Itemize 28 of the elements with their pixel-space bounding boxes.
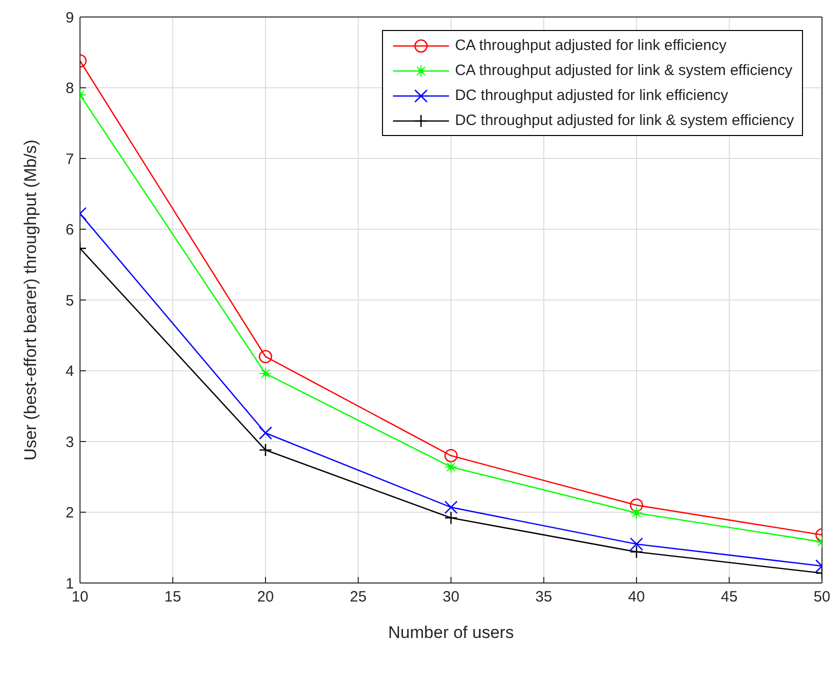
x-tick-label: 25	[350, 588, 367, 606]
legend-label: DC throughput adjusted for link efficiency	[454, 87, 728, 104]
x-tick-label: 45	[720, 588, 738, 606]
y-tick-label: 4	[66, 363, 74, 380]
x-tick-label: 20	[257, 588, 274, 606]
x-tick-label: 50	[814, 588, 830, 606]
legend-label: DC throughput adjusted for link & system efficiency	[454, 112, 794, 129]
y-tick-label: 1	[66, 575, 74, 592]
y-axis-title: User (best-effort bearer) throughput (Mb/s)	[21, 140, 40, 460]
y-tick-label: 3	[66, 434, 74, 451]
point	[444, 460, 458, 474]
y-tick-label: 5	[66, 292, 74, 310]
point	[444, 500, 458, 514]
x-axis-title: Number of users	[388, 623, 514, 642]
point	[444, 449, 458, 462]
x-tick-label: 15	[164, 588, 182, 606]
legend-label: CA throughput adjusted for link efficiency	[454, 37, 726, 54]
point	[444, 511, 458, 525]
y-tick-label: 8	[66, 80, 74, 98]
y-tick-label: 2	[66, 504, 74, 522]
x-tick-label: 30	[442, 588, 460, 606]
x-tick-label: 35	[535, 588, 552, 606]
y-tick-label: 9	[66, 9, 74, 26]
y-tick-label: 7	[66, 150, 74, 168]
legend-label: CA throughput adjusted for link & system efficiency	[454, 62, 792, 79]
x-tick-label: 40	[628, 588, 645, 606]
x-tick-label: 10	[72, 588, 88, 606]
y-tick-label: 6	[66, 222, 74, 239]
